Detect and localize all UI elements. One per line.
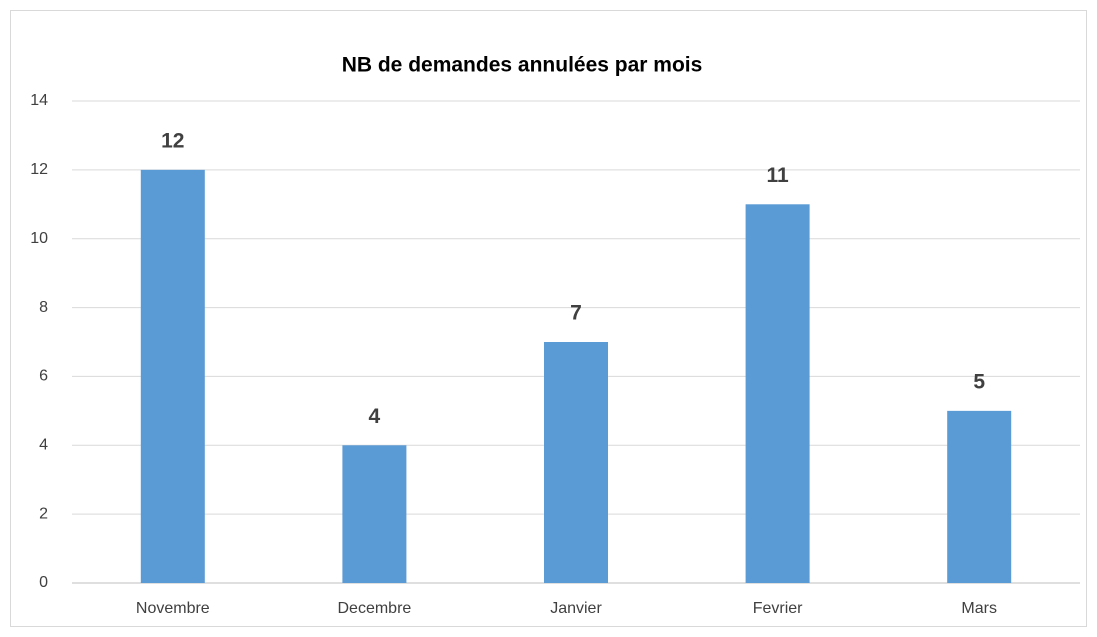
y-tick-label: 2 xyxy=(39,505,48,522)
bar xyxy=(947,410,1012,583)
y-tick-label: 14 xyxy=(30,92,48,109)
data-label: 12 xyxy=(161,129,184,152)
data-label: 11 xyxy=(766,164,789,187)
y-tick-label: 0 xyxy=(39,574,48,591)
x-tick-label: Decembre xyxy=(337,600,411,617)
y-tick-label: 12 xyxy=(30,161,48,178)
x-tick-label: Novembre xyxy=(136,600,210,617)
y-tick-label: 8 xyxy=(39,299,48,316)
chart-title: NB de demandes annulées par mois xyxy=(342,54,703,77)
data-label: 4 xyxy=(369,405,381,428)
bar xyxy=(745,204,810,584)
data-label: 7 xyxy=(570,302,582,325)
y-tick-label: 10 xyxy=(30,230,48,247)
x-tick-label: Fevrier xyxy=(753,600,803,617)
bar xyxy=(544,342,608,583)
x-tick-label: Janvier xyxy=(550,600,602,617)
bar xyxy=(140,169,205,583)
x-tick-label: Mars xyxy=(961,600,997,617)
y-tick-label: 6 xyxy=(39,368,48,385)
bar xyxy=(342,445,407,583)
y-tick-label: 4 xyxy=(39,437,48,454)
data-label: 5 xyxy=(973,370,985,393)
